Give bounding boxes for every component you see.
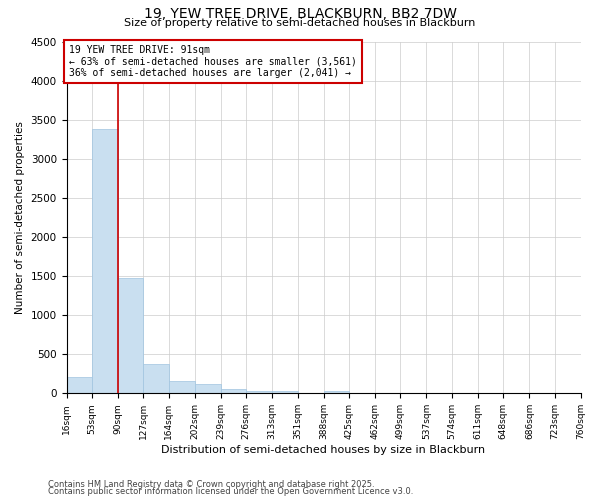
Y-axis label: Number of semi-detached properties: Number of semi-detached properties: [15, 121, 25, 314]
Text: Contains public sector information licensed under the Open Government Licence v3: Contains public sector information licen…: [48, 487, 413, 496]
X-axis label: Distribution of semi-detached houses by size in Blackburn: Distribution of semi-detached houses by …: [161, 445, 485, 455]
Text: Contains HM Land Registry data © Crown copyright and database right 2025.: Contains HM Land Registry data © Crown c…: [48, 480, 374, 489]
Bar: [67, 378, 92, 394]
Bar: [143, 364, 169, 394]
Bar: [195, 384, 221, 394]
Bar: [118, 278, 143, 394]
Text: Size of property relative to semi-detached houses in Blackburn: Size of property relative to semi-detach…: [124, 18, 476, 28]
Bar: [246, 390, 272, 394]
Bar: [221, 388, 246, 394]
Bar: [323, 391, 349, 394]
Bar: [92, 129, 118, 394]
Bar: [272, 392, 298, 394]
Text: 19, YEW TREE DRIVE, BLACKBURN, BB2 7DW: 19, YEW TREE DRIVE, BLACKBURN, BB2 7DW: [143, 8, 457, 22]
Text: 19 YEW TREE DRIVE: 91sqm
← 63% of semi-detached houses are smaller (3,561)
36% o: 19 YEW TREE DRIVE: 91sqm ← 63% of semi-d…: [69, 45, 357, 78]
Bar: [169, 381, 195, 394]
Bar: [298, 392, 323, 394]
